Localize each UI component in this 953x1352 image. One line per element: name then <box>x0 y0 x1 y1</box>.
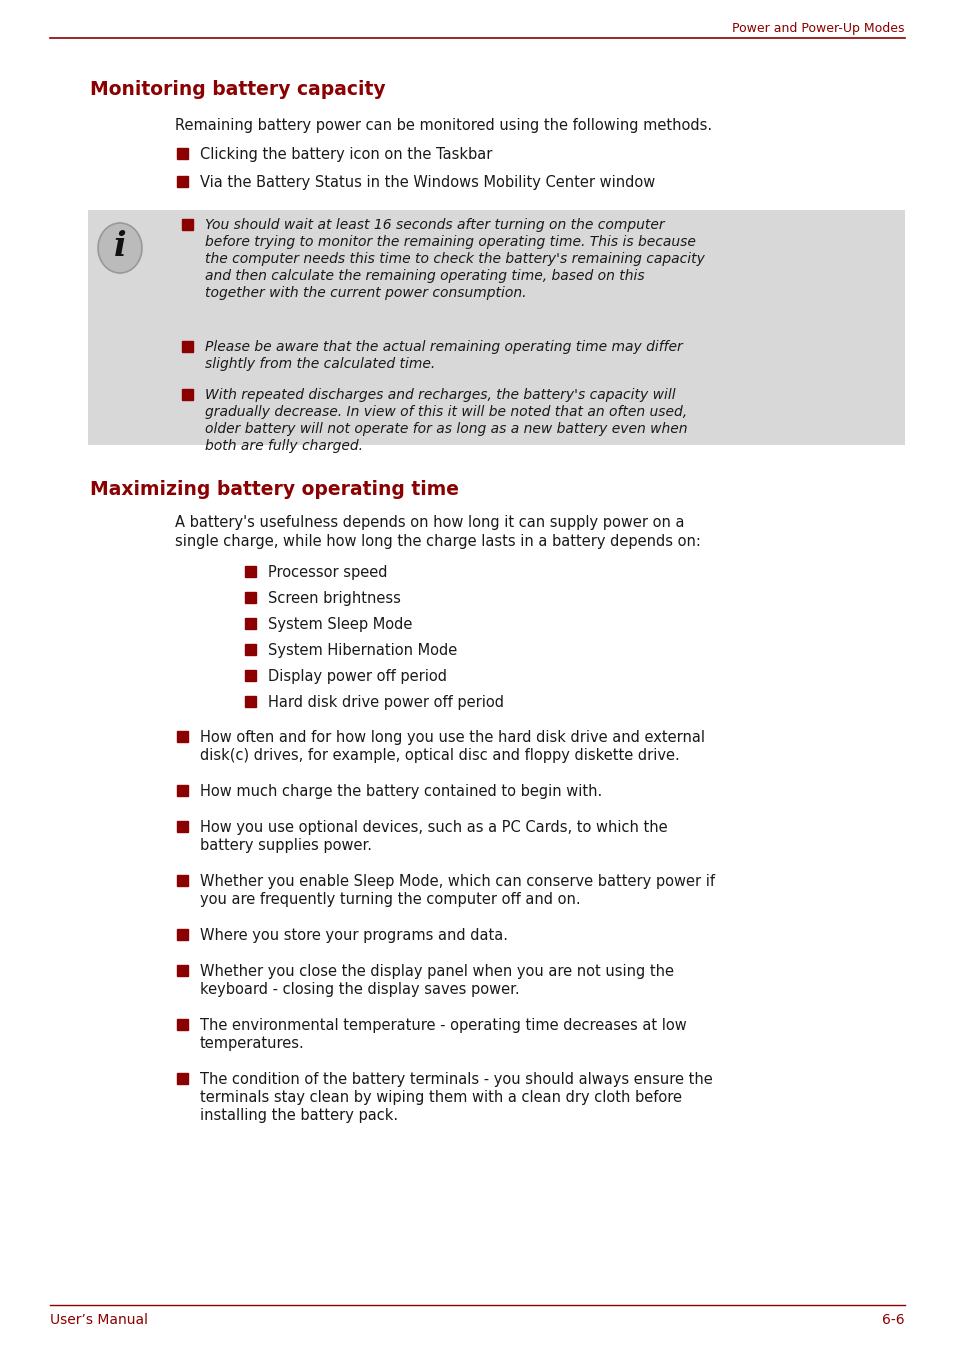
Text: Processor speed: Processor speed <box>268 565 387 580</box>
Text: battery supplies power.: battery supplies power. <box>200 838 372 853</box>
Text: the computer needs this time to check the battery's remaining capacity: the computer needs this time to check th… <box>205 251 704 266</box>
Text: The environmental temperature - operating time decreases at low: The environmental temperature - operatin… <box>200 1018 686 1033</box>
Text: The condition of the battery terminals - you should always ensure the: The condition of the battery terminals -… <box>200 1072 712 1087</box>
Bar <box>177 147 189 158</box>
Text: How much charge the battery contained to begin with.: How much charge the battery contained to… <box>200 784 601 799</box>
Text: slightly from the calculated time.: slightly from the calculated time. <box>205 357 435 370</box>
Bar <box>177 176 189 187</box>
Text: i: i <box>113 230 126 264</box>
Text: Screen brightness: Screen brightness <box>268 591 400 606</box>
Bar <box>182 341 193 352</box>
Text: Whether you enable Sleep Mode, which can conserve battery power if: Whether you enable Sleep Mode, which can… <box>200 873 714 890</box>
Bar <box>177 964 189 976</box>
Ellipse shape <box>98 223 142 273</box>
Text: Power and Power-Up Modes: Power and Power-Up Modes <box>732 22 904 35</box>
Text: Remaining battery power can be monitored using the following methods.: Remaining battery power can be monitored… <box>174 118 711 132</box>
Text: before trying to monitor the remaining operating time. This is because: before trying to monitor the remaining o… <box>205 235 695 249</box>
Text: User’s Manual: User’s Manual <box>50 1313 148 1328</box>
Text: 6-6: 6-6 <box>882 1313 904 1328</box>
Text: Whether you close the display panel when you are not using the: Whether you close the display panel when… <box>200 964 673 979</box>
Bar <box>177 821 189 831</box>
Bar <box>177 929 189 940</box>
Text: both are fully charged.: both are fully charged. <box>205 439 363 453</box>
Text: Please be aware that the actual remaining operating time may differ: Please be aware that the actual remainin… <box>205 339 682 354</box>
Bar <box>245 565 256 576</box>
Bar <box>177 1018 189 1029</box>
Bar <box>245 618 256 629</box>
Bar <box>177 730 189 741</box>
Text: Maximizing battery operating time: Maximizing battery operating time <box>90 480 458 499</box>
Text: Hard disk drive power off period: Hard disk drive power off period <box>268 695 503 710</box>
Bar <box>245 695 256 707</box>
Text: Clicking the battery icon on the Taskbar: Clicking the battery icon on the Taskbar <box>200 147 492 162</box>
Bar <box>245 592 256 603</box>
Text: installing the battery pack.: installing the battery pack. <box>200 1109 397 1124</box>
Text: Monitoring battery capacity: Monitoring battery capacity <box>90 80 385 99</box>
Text: How often and for how long you use the hard disk drive and external: How often and for how long you use the h… <box>200 730 704 745</box>
Text: together with the current power consumption.: together with the current power consumpt… <box>205 287 526 300</box>
Text: disk(c) drives, for example, optical disc and floppy diskette drive.: disk(c) drives, for example, optical dis… <box>200 748 679 763</box>
Text: A battery's usefulness depends on how long it can supply power on a: A battery's usefulness depends on how lo… <box>174 515 684 530</box>
Text: older battery will not operate for as long as a new battery even when: older battery will not operate for as lo… <box>205 422 687 435</box>
Text: Where you store your programs and data.: Where you store your programs and data. <box>200 927 507 942</box>
Bar <box>245 669 256 680</box>
Text: With repeated discharges and recharges, the battery's capacity will: With repeated discharges and recharges, … <box>205 388 675 402</box>
Text: temperatures.: temperatures. <box>200 1036 304 1051</box>
Text: keyboard - closing the display saves power.: keyboard - closing the display saves pow… <box>200 982 519 996</box>
Text: Display power off period: Display power off period <box>268 669 447 684</box>
FancyBboxPatch shape <box>88 210 904 445</box>
Bar <box>177 875 189 886</box>
Text: terminals stay clean by wiping them with a clean dry cloth before: terminals stay clean by wiping them with… <box>200 1090 681 1105</box>
Text: and then calculate the remaining operating time, based on this: and then calculate the remaining operati… <box>205 269 644 283</box>
Text: gradually decrease. In view of this it will be noted that an often used,: gradually decrease. In view of this it w… <box>205 406 686 419</box>
Bar <box>177 1072 189 1083</box>
Text: single charge, while how long the charge lasts in a battery depends on:: single charge, while how long the charge… <box>174 534 700 549</box>
Text: System Hibernation Mode: System Hibernation Mode <box>268 644 456 658</box>
Text: System Sleep Mode: System Sleep Mode <box>268 617 412 631</box>
Text: you are frequently turning the computer off and on.: you are frequently turning the computer … <box>200 892 580 907</box>
Text: You should wait at least 16 seconds after turning on the computer: You should wait at least 16 seconds afte… <box>205 218 664 233</box>
Text: Via the Battery Status in the Windows Mobility Center window: Via the Battery Status in the Windows Mo… <box>200 174 655 191</box>
Bar <box>177 784 189 795</box>
Bar <box>245 644 256 654</box>
Bar <box>182 388 193 399</box>
Text: How you use optional devices, such as a PC Cards, to which the: How you use optional devices, such as a … <box>200 821 667 836</box>
Bar <box>182 219 193 230</box>
